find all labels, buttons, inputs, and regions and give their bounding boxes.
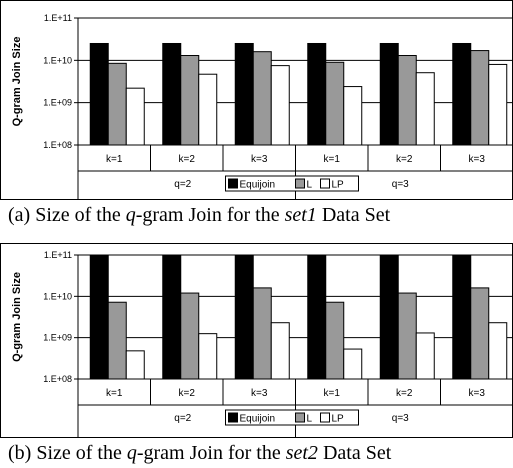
category-label: k=2	[396, 388, 413, 399]
legend-label-lp: LP	[332, 180, 345, 191]
bar-l	[325, 61, 345, 146]
bar-lp	[198, 73, 218, 146]
legend-label-l: L	[307, 414, 313, 425]
bar-lp	[125, 350, 145, 380]
legend-swatch-l	[295, 178, 305, 189]
y-axis-title: Q-gram Join Size	[11, 272, 23, 362]
bar-equijoin	[452, 254, 472, 380]
y-tick-label: 1.E+09	[43, 333, 72, 343]
category-label: k=2	[396, 154, 413, 165]
bar-lp	[125, 87, 145, 146]
bar-equijoin	[452, 42, 472, 146]
caption-a-pre: (a) Size of the	[8, 204, 126, 226]
bar-l	[180, 292, 200, 380]
caption-b-mid: -gram Join for the	[136, 442, 286, 464]
y-tick-label: 1.E+08	[43, 140, 72, 150]
category-label: k=1	[324, 154, 341, 165]
y-tick-label: 1.E+10	[43, 291, 72, 301]
bar-lp	[415, 72, 435, 146]
y-tick-label: 1.E+08	[43, 374, 72, 384]
bar-lp	[415, 332, 435, 380]
category-label: k=3	[469, 388, 486, 399]
category-label: k=3	[251, 154, 268, 165]
bar-lp	[343, 86, 363, 146]
caption-b: (b) Size of the q-gram Join for the set2…	[8, 442, 391, 465]
y-tick-label: 1.E+09	[43, 98, 72, 108]
bar-equijoin	[234, 254, 254, 380]
group-label: q=2	[174, 179, 191, 190]
bar-equijoin	[162, 42, 182, 146]
legend-swatch-equijoin	[228, 178, 238, 189]
group-label: q=3	[392, 179, 409, 190]
category-label: k=3	[469, 154, 486, 165]
bar-equijoin	[307, 42, 327, 146]
caption-a-q: q	[125, 204, 136, 226]
legend-label-l: L	[307, 180, 313, 191]
bar-lp	[343, 348, 363, 380]
legend-label-equijoin: Equijoin	[240, 414, 276, 425]
y-tick-label: 1.E+10	[43, 55, 72, 65]
caption-b-pre: (b) Size of the	[8, 442, 127, 464]
legend-swatch-lp	[320, 178, 330, 189]
category-label: k=3	[251, 388, 268, 399]
caption-a-mid: -gram Join for the	[135, 204, 285, 226]
bar-l	[470, 50, 490, 146]
caption-b-set: set2	[285, 442, 318, 464]
category-label: k=1	[106, 154, 123, 165]
bar-lp	[488, 63, 508, 146]
legend-swatch-lp	[320, 412, 330, 423]
bar-equijoin	[89, 254, 109, 380]
bar-l	[325, 301, 345, 380]
group-label: q=3	[392, 413, 409, 424]
category-label: k=1	[324, 388, 341, 399]
legend-swatch-l	[295, 412, 305, 423]
bar-lp	[198, 333, 218, 380]
category-label: k=2	[179, 154, 196, 165]
bar-l	[397, 292, 417, 380]
legend-label-equijoin: Equijoin	[240, 180, 276, 191]
bar-lp	[270, 322, 290, 380]
bar-l	[252, 287, 272, 380]
caption-b-q: q	[126, 442, 137, 464]
bar-lp	[270, 65, 290, 146]
bar-l	[397, 55, 417, 146]
y-tick-label: 1.E+11	[44, 13, 72, 23]
bar-equijoin	[379, 42, 399, 146]
bar-l	[252, 51, 272, 146]
caption-a-set: set1	[284, 204, 317, 226]
y-tick-label: 1.E+11	[44, 250, 72, 260]
bar-l	[180, 55, 200, 146]
category-label: k=2	[179, 388, 196, 399]
bar-equijoin	[307, 254, 327, 380]
category-label: k=1	[106, 388, 123, 399]
bar-equijoin	[234, 42, 254, 146]
bar-equijoin	[162, 254, 182, 380]
bar-l	[107, 301, 127, 380]
group-label: q=2	[174, 413, 191, 424]
caption-b-post: Data Set	[317, 442, 392, 464]
panel-a: Q-gram Join Size 1.E+08 1.E+09 1.E+10 1.E+11…	[0, 0, 513, 227]
bar-equijoin	[89, 42, 109, 146]
chart-b: Q-gram Join Size 1.E+08 1.E+09 1.E+10 1.E+11…	[0, 243, 513, 438]
caption-a-post: Data Set	[316, 204, 391, 226]
bar-l	[107, 62, 127, 146]
bar-equijoin	[379, 254, 399, 380]
chart-a: Q-gram Join Size 1.E+08 1.E+09 1.E+10 1.E+11…	[0, 0, 513, 200]
panel-b: Q-gram Join Size 1.E+08 1.E+09 1.E+10 1.E+11…	[0, 243, 513, 468]
y-axis-title: Q-gram Join Size	[11, 37, 23, 127]
bar-lp	[488, 322, 508, 380]
legend-label-lp: LP	[332, 414, 345, 425]
caption-a: (a) Size of the q-gram Join for the set1…	[8, 204, 390, 227]
legend-swatch-equijoin	[228, 412, 238, 423]
bar-l	[470, 287, 490, 380]
